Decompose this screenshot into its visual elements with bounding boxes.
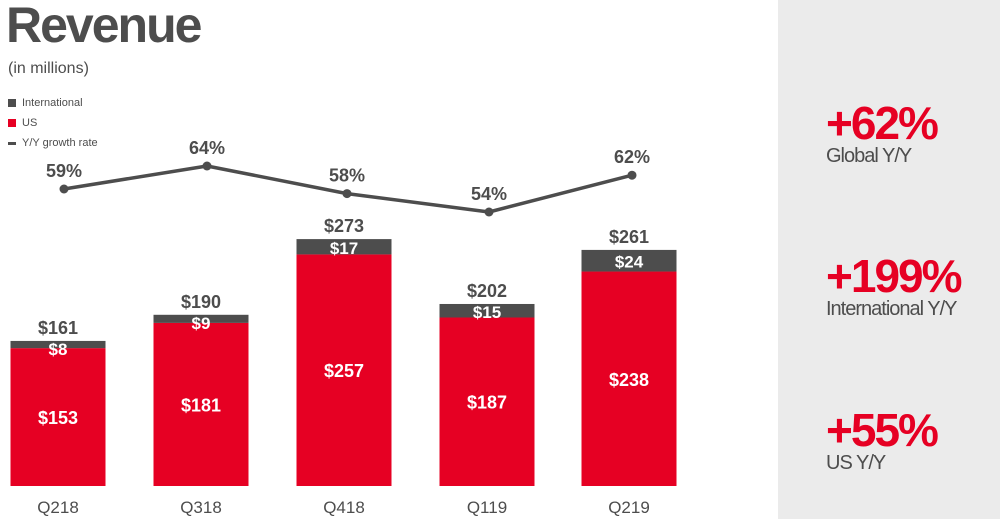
bar-label-us-Q119: $187 bbox=[467, 393, 507, 413]
bar-us-Q418 bbox=[296, 254, 392, 486]
stat-global: +62% Global Y/Y bbox=[826, 97, 939, 167]
legend-swatch-international bbox=[8, 99, 16, 107]
bar-label-international-Q218: $8 bbox=[49, 340, 68, 359]
bar-total-label-Q219: $261 bbox=[609, 227, 649, 247]
growth-point-Q219 bbox=[627, 170, 637, 180]
legend-item-us: US bbox=[8, 113, 98, 133]
legend-item-international: International bbox=[8, 93, 98, 113]
bar-total-label-Q218: $161 bbox=[38, 318, 78, 338]
revenue-chart: $153 $8 $161 Q218 $181 $9 $190 Q318 $257 $17 $273 Q… bbox=[10, 138, 677, 517]
bar-total-label-Q119: $202 bbox=[467, 281, 507, 301]
stat-global-value: +62% bbox=[826, 97, 939, 149]
bar-international-Q119 bbox=[439, 303, 535, 318]
legend: International US Y/Y growth rate bbox=[8, 93, 98, 153]
bar-total-label-Q318: $190 bbox=[181, 292, 221, 312]
x-tick-label-Q218: Q218 bbox=[37, 498, 79, 517]
highlights-panel: +62% Global Y/Y +199% International Y/Y … bbox=[778, 0, 1000, 519]
x-tick-label-Q119: Q119 bbox=[467, 498, 507, 517]
stat-global-label: Global Y/Y bbox=[826, 145, 912, 167]
bar-label-us-Q218: $153 bbox=[38, 408, 78, 428]
legend-item-growth: Y/Y growth rate bbox=[8, 133, 98, 153]
bar-us-Q219 bbox=[581, 271, 677, 486]
legend-swatch-us bbox=[8, 119, 16, 127]
bar-international-Q218 bbox=[10, 340, 106, 349]
bar-us-Q218 bbox=[10, 348, 106, 486]
stat-international-label: International Y/Y bbox=[826, 298, 958, 320]
growth-label-Q318: 64% bbox=[189, 138, 225, 158]
legend-label-us: US bbox=[22, 117, 38, 129]
bar-label-us-Q418: $257 bbox=[324, 361, 364, 381]
x-tick-label-Q418: Q418 bbox=[323, 498, 365, 517]
legend-label-growth: Y/Y growth rate bbox=[22, 137, 98, 149]
bar-label-international-Q418: $17 bbox=[330, 239, 358, 258]
stat-international: +199% International Y/Y bbox=[826, 250, 963, 320]
growth-label-Q418: 58% bbox=[329, 166, 365, 186]
bar-label-us-Q318: $181 bbox=[181, 395, 221, 415]
legend-label-international: International bbox=[22, 97, 83, 109]
page-subtitle: (in millions) bbox=[8, 60, 89, 77]
bar-us-Q318 bbox=[153, 322, 249, 486]
growth-label-Q218: 59% bbox=[46, 161, 82, 181]
growth-point-Q119 bbox=[484, 207, 494, 217]
page-title: Revenue bbox=[6, 0, 202, 53]
bar-label-international-Q219: $24 bbox=[615, 253, 644, 272]
legend-swatch-growth bbox=[8, 141, 16, 145]
stat-us-value: +55% bbox=[826, 404, 939, 456]
bar-international-Q318 bbox=[153, 314, 249, 323]
bar-international-Q219 bbox=[581, 249, 677, 272]
growth-point-Q218 bbox=[59, 184, 69, 194]
bar-label-international-Q318: $9 bbox=[192, 314, 211, 333]
growth-label-Q119: 54% bbox=[471, 184, 507, 204]
bar-label-us-Q219: $238 bbox=[609, 370, 649, 390]
x-tick-label-Q219: Q219 bbox=[608, 498, 650, 517]
bar-us-Q119 bbox=[439, 317, 535, 486]
stat-international-value: +199% bbox=[826, 250, 963, 302]
bar-international-Q418 bbox=[296, 239, 392, 255]
stat-us: +55% US Y/Y bbox=[826, 404, 939, 474]
stat-us-label: US Y/Y bbox=[826, 452, 886, 474]
bar-label-international-Q119: $15 bbox=[473, 303, 501, 322]
x-tick-label-Q318: Q318 bbox=[180, 498, 222, 517]
bar-total-label-Q418: $273 bbox=[324, 216, 364, 236]
growth-point-Q318 bbox=[202, 161, 212, 171]
growth-label-Q219: 62% bbox=[614, 147, 650, 167]
growth-point-Q418 bbox=[342, 189, 352, 199]
